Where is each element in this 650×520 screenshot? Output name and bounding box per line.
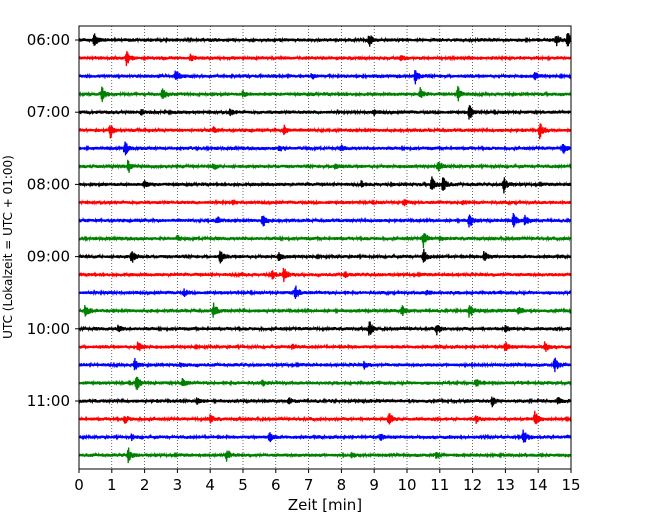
plot-frame (78, 25, 572, 470)
x-tick-label: 1 (107, 476, 117, 494)
trace-0715 (78, 123, 572, 140)
trace-1045 (78, 376, 572, 391)
trace-0845 (78, 233, 572, 249)
trace-0745 (78, 159, 572, 173)
vertical-gridlines (111, 26, 539, 469)
x-tick-label: 4 (205, 476, 215, 494)
x-axis-ticks: 0 1 2 3 4 5 6 7 8 9 10 11 12 13 14 15 (74, 469, 581, 494)
trace-1115 (78, 410, 572, 425)
trace-0830 (78, 212, 572, 228)
x-tick-label: 10 (397, 476, 416, 494)
trace-1130 (78, 429, 572, 443)
x-tick-label: 0 (74, 476, 84, 494)
trace-0615 (78, 51, 572, 67)
trace-0645 (78, 86, 572, 103)
trace-1030 (78, 357, 572, 373)
x-tick-label: 3 (173, 476, 183, 494)
trace-0700 (78, 105, 572, 120)
trace-0630 (78, 70, 572, 85)
x-tick-label: 9 (369, 476, 379, 494)
x-tick-label: 2 (140, 476, 150, 494)
x-tick-label: 11 (430, 476, 449, 494)
seismogram-traces (78, 33, 572, 464)
y-axis-ticks: 06:00 07:00 08:00 09:00 10:00 11:00 (27, 31, 79, 410)
x-tick-label: 6 (271, 476, 281, 494)
y-tick-label: 10:00 (27, 320, 70, 338)
y-tick-label: 08:00 (27, 175, 70, 193)
x-tick-label: 7 (304, 476, 314, 494)
x-tick-label: 14 (529, 476, 548, 494)
x-tick-label: 12 (463, 476, 482, 494)
trace-0815 (78, 198, 572, 207)
y-tick-label: 09:00 (27, 248, 70, 266)
trace-0600 (78, 33, 572, 47)
trace-0730 (78, 141, 572, 156)
x-axis-label: Zeit [min] (288, 496, 362, 514)
x-tick-label: 15 (561, 476, 580, 494)
x-tick-label: 8 (337, 476, 347, 494)
trace-0945 (78, 302, 572, 318)
trace-0800 (78, 176, 572, 194)
trace-1000 (78, 321, 572, 336)
y-axis-label: UTC (Lokalzeit = UTC + 01:00) (1, 155, 15, 339)
trace-0900 (78, 248, 572, 264)
y-tick-label: 07:00 (27, 103, 70, 121)
y-tick-label: 11:00 (27, 392, 70, 410)
x-tick-label: 5 (238, 476, 248, 494)
y-tick-label: 06:00 (27, 31, 70, 49)
trace-0930 (78, 285, 572, 300)
trace-0915 (78, 267, 572, 283)
trace-1015 (78, 341, 572, 352)
x-tick-label: 13 (496, 476, 515, 494)
trace-1145 (78, 447, 572, 464)
trace-1100 (78, 396, 572, 408)
